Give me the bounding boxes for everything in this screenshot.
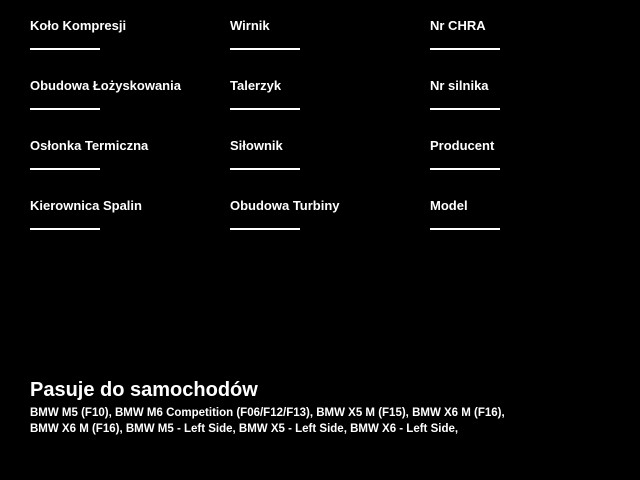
field-value-line <box>30 168 100 170</box>
field-label-oslonka-termiczna: Osłonka Termiczna <box>30 138 149 153</box>
field-value-line <box>430 168 500 170</box>
field-label-nr-silnika: Nr silnika <box>430 78 489 93</box>
field-label-kolo-kompresji: Koło Kompresji <box>30 18 127 33</box>
field-obudowa-turbiny: Obudowa Turbiny <box>230 199 420 230</box>
field-nr-chra: Nr CHRA <box>430 19 620 50</box>
field-talerzyk: Talerzyk <box>230 79 420 110</box>
field-value-line <box>430 48 500 50</box>
field-label-silownik: Siłownik <box>230 138 283 153</box>
field-value-line <box>230 168 300 170</box>
compatibility-list: BMW M5 (F10), BMW M6 Competition (F06/F1… <box>30 405 620 437</box>
field-kierownica-spalin: Kierownica Spalin <box>30 199 220 230</box>
field-value-line <box>230 228 300 230</box>
field-label-nr-chra: Nr CHRA <box>430 18 486 33</box>
field-label-producent: Producent <box>430 138 495 153</box>
field-value-line <box>430 108 500 110</box>
field-model: Model <box>430 199 620 230</box>
field-label-obudowa-lozyskowania: Obudowa Łożyskowania <box>30 78 181 93</box>
field-value-line <box>30 108 100 110</box>
field-kolo-kompresji: Koło Kompresji <box>30 19 220 50</box>
field-value-line <box>430 228 500 230</box>
compatibility-line-2: BMW X6 M (F16), BMW M5 - Left Side, BMW … <box>30 423 459 435</box>
field-nr-silnika: Nr silnika <box>430 79 620 110</box>
field-label-kierownica-spalin: Kierownica Spalin <box>30 198 142 213</box>
field-label-talerzyk: Talerzyk <box>230 78 282 93</box>
field-value-line <box>230 48 300 50</box>
field-value-line <box>30 228 100 230</box>
compatibility-section: Pasuje do samochodów BMW M5 (F10), BMW M… <box>30 379 620 437</box>
compatibility-line-1: BMW M5 (F10), BMW M6 Competition (F06/F1… <box>30 407 505 419</box>
field-value-line <box>30 48 100 50</box>
compatibility-heading: Pasuje do samochodów <box>30 379 258 401</box>
field-oslonka-termiczna: Osłonka Termiczna <box>30 139 220 170</box>
field-wirnik: Wirnik <box>230 19 420 50</box>
field-silownik: Siłownik <box>230 139 420 170</box>
field-producent: Producent <box>430 139 620 170</box>
field-label-model: Model <box>430 198 468 213</box>
field-value-line <box>230 108 300 110</box>
field-label-obudowa-turbiny: Obudowa Turbiny <box>230 198 340 213</box>
field-obudowa-lozyskowania: Obudowa Łożyskowania <box>30 79 220 110</box>
field-label-wirnik: Wirnik <box>230 18 270 33</box>
